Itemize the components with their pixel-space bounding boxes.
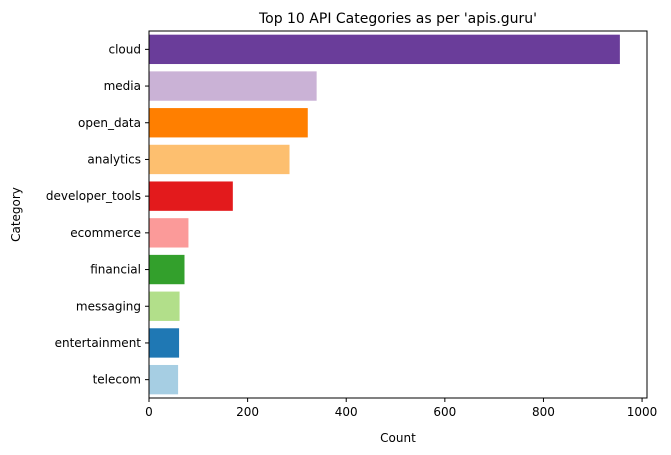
x-axis-label: Count [380, 431, 416, 445]
x-tick-label: 200 [236, 405, 259, 419]
y-tick-label: media [104, 79, 141, 93]
y-tick-label: messaging [76, 299, 141, 313]
y-axis-label: Category [9, 187, 23, 242]
plot-area: cloud media open_data analytics developer_to… [46, 34, 658, 419]
bar-entertainment [149, 328, 180, 358]
bar-ecommerce [149, 218, 189, 248]
y-tick-label: cloud [109, 42, 142, 56]
bar-telecom [149, 364, 179, 395]
y-tick-label: entertainment [55, 336, 142, 350]
x-tick-label: 0 [145, 405, 153, 419]
bar-messaging [149, 291, 180, 321]
y-tick-label: developer_tools [46, 189, 141, 203]
bar-financial [149, 254, 185, 285]
y-tick-label: open_data [78, 116, 141, 130]
x-tick-label: 800 [532, 405, 555, 419]
y-tick-label: financial [90, 263, 141, 277]
y-tick-label: analytics [87, 152, 141, 166]
plot-frame [148, 30, 648, 399]
bar-cloud [149, 34, 620, 65]
bar-analytics [149, 144, 290, 175]
bar-developer-tools [149, 181, 233, 211]
x-tick-label: 1000 [627, 405, 658, 419]
x-tick-label: 600 [433, 405, 456, 419]
bar-media [149, 71, 317, 101]
y-tick-label: ecommerce [70, 226, 141, 240]
chart-title: Top 10 API Categories as per 'apis.guru' [258, 11, 537, 27]
y-tick-label: telecom [93, 373, 141, 387]
bar-open-data [149, 108, 308, 138]
x-tick-label: 400 [335, 405, 358, 419]
